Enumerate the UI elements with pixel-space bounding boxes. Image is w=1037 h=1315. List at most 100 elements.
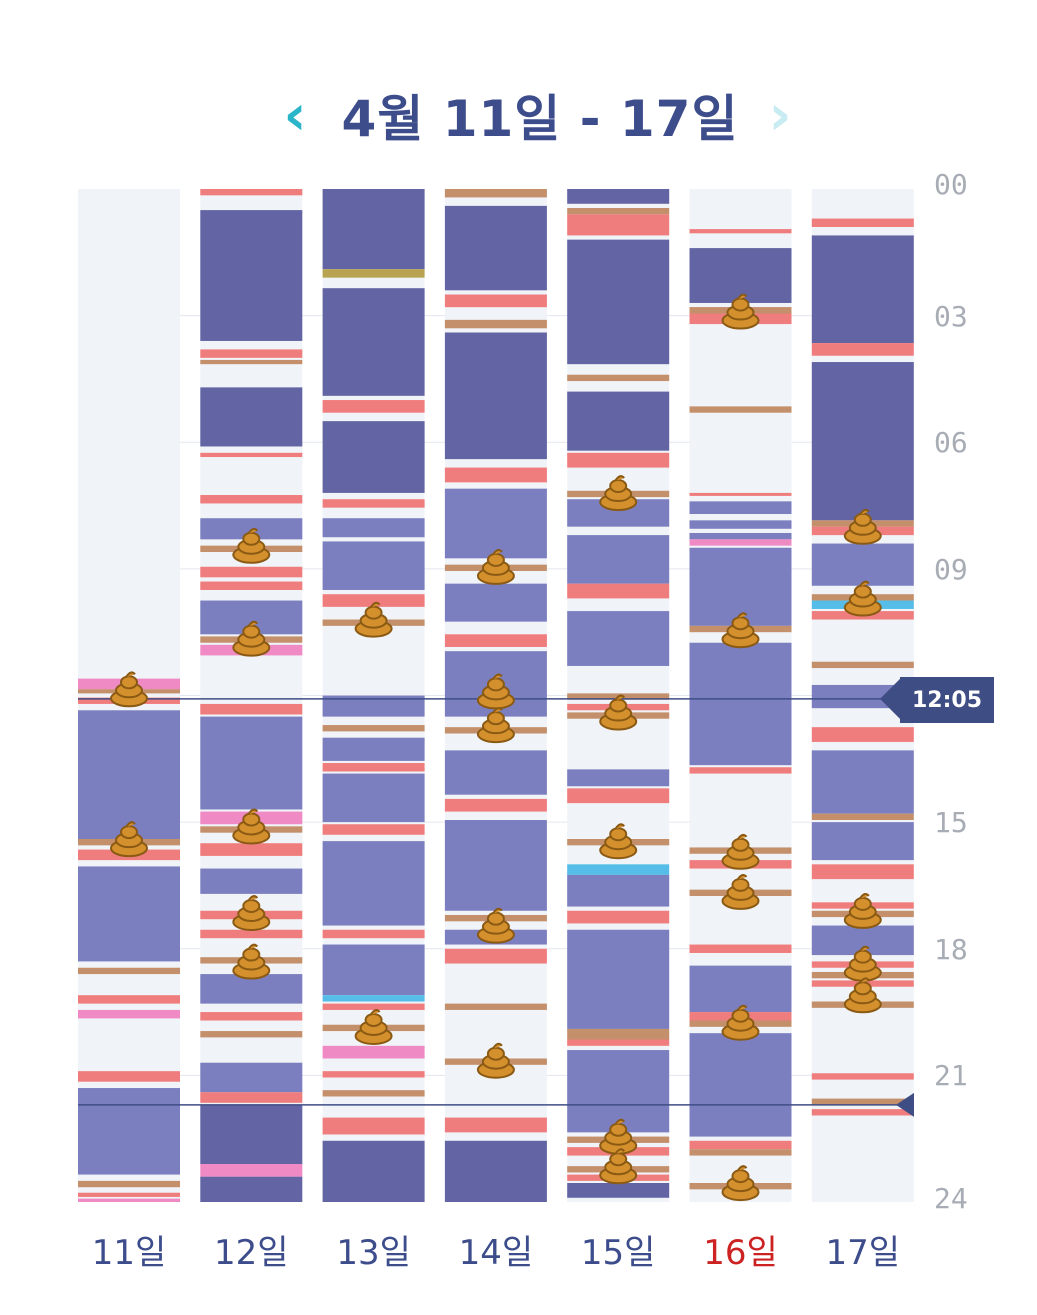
poop-icon[interactable] (843, 580, 882, 617)
event-feed (322, 824, 425, 835)
event-diaper (567, 207, 670, 215)
poop-icon[interactable] (110, 671, 148, 708)
poop-icon[interactable] (599, 1118, 638, 1155)
event-feed (200, 581, 303, 590)
event-feed (200, 452, 303, 458)
event-sleep-light (444, 488, 547, 559)
event-feed (689, 492, 792, 496)
marker-pointer (896, 1092, 914, 1117)
poop-icon[interactable] (232, 527, 271, 564)
event-feed (200, 703, 303, 715)
event-olive (322, 269, 425, 278)
event-feed (811, 1073, 914, 1080)
poop-icon[interactable] (599, 823, 638, 860)
event-feed (444, 948, 547, 964)
poop-icon[interactable] (721, 1165, 760, 1202)
event-diaper (689, 1149, 792, 1156)
poop-icon[interactable] (354, 1009, 393, 1045)
event-pink (78, 1009, 180, 1019)
next-week-button[interactable]: › (750, 80, 810, 150)
prev-week-button[interactable]: ‹ (265, 80, 325, 150)
day-label[interactable]: 13일 (336, 1233, 411, 1273)
week-header: ‹ 4월 11일 - 17일 › (0, 70, 1037, 160)
day-label[interactable]: 15일 (580, 1233, 656, 1273)
event-feed (811, 864, 914, 880)
poop-icon[interactable] (721, 873, 760, 910)
poop-icon[interactable] (721, 612, 760, 649)
event-feed (200, 1012, 303, 1021)
event-feed (444, 798, 547, 812)
poop-icon[interactable] (843, 892, 882, 929)
event-feed (200, 495, 303, 504)
poop-icon[interactable] (721, 1004, 760, 1041)
poop-icon[interactable] (476, 1042, 515, 1079)
event-sleep-light (811, 543, 914, 586)
event-diaper (200, 1031, 303, 1038)
event-diaper (444, 189, 547, 198)
event-feed (567, 910, 670, 924)
event-feed (322, 763, 425, 772)
event-sleep-light (322, 944, 425, 996)
poop-icon[interactable] (476, 907, 515, 944)
poop-icon[interactable] (110, 821, 148, 858)
event-feed (78, 1071, 180, 1082)
event-feed (444, 634, 547, 647)
poop-icon[interactable] (476, 673, 515, 710)
event-sleep-light (444, 583, 547, 622)
poop-icon[interactable] (476, 548, 515, 585)
day-label[interactable]: 16일 (703, 1233, 778, 1273)
poop-icon[interactable] (354, 601, 393, 638)
event-blue (322, 995, 425, 1002)
poop-icon[interactable] (599, 1148, 638, 1185)
poop-icon[interactable] (721, 833, 760, 870)
day-label[interactable]: 14일 (458, 1233, 534, 1273)
event-sleep-light (567, 611, 670, 666)
event-sleep-deep (200, 1176, 303, 1202)
day-label[interactable]: 11일 (91, 1233, 167, 1273)
event-sleep-light (322, 541, 425, 590)
time-tick: 00 (934, 168, 968, 201)
event-feed (811, 727, 914, 742)
event-sleep-light (689, 547, 792, 626)
event-sleep-light (78, 710, 180, 840)
poop-icon[interactable] (599, 694, 638, 731)
event-feed (322, 594, 425, 607)
day-label[interactable]: 12일 (214, 1233, 289, 1273)
event-sleep-deep (567, 239, 670, 365)
poop-icon[interactable] (232, 943, 271, 980)
event-sleep-deep (689, 248, 792, 303)
poop-icon[interactable] (721, 293, 760, 330)
event-feed (200, 566, 303, 578)
event-sleep-deep (444, 1140, 547, 1202)
event-sleep-light (200, 868, 303, 894)
event-diaper (322, 1090, 425, 1097)
event-feed (200, 349, 303, 358)
day-label[interactable]: 17일 (825, 1233, 901, 1273)
event-feed (322, 1071, 425, 1078)
poop-icon[interactable] (599, 475, 638, 512)
event-feed (811, 1109, 914, 1116)
event-sleep-light (322, 841, 425, 926)
event-blue (567, 864, 670, 875)
event-sleep-light (322, 737, 425, 761)
poop-icon[interactable] (843, 977, 882, 1014)
poop-icon[interactable] (232, 895, 271, 931)
poop-icon[interactable] (476, 707, 515, 744)
event-sleep-light (567, 874, 670, 907)
poop-icon[interactable] (232, 620, 271, 657)
event-sleep-deep (322, 189, 425, 270)
event-sleep-light (322, 773, 425, 823)
event-feed (567, 788, 670, 804)
event-sleep-light (567, 769, 670, 787)
chevron-left-icon: ‹ (283, 82, 307, 148)
time-tick: 06 (934, 426, 968, 460)
event-sleep-deep (322, 1140, 425, 1202)
poop-icon[interactable] (232, 808, 271, 845)
poop-icon[interactable] (843, 508, 882, 545)
event-sleep-deep (322, 288, 425, 396)
event-feed (444, 294, 547, 308)
event-feed (567, 1039, 670, 1046)
time-tick: 09 (934, 552, 968, 586)
event-sleep-light (200, 518, 303, 540)
event-diaper (78, 1180, 180, 1188)
